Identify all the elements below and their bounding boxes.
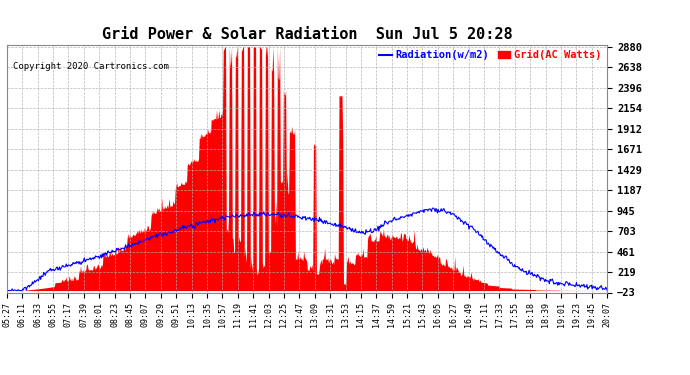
- Legend: Radiation(w/m2), Grid(AC Watts): Radiation(w/m2), Grid(AC Watts): [379, 50, 602, 60]
- Title: Grid Power & Solar Radiation  Sun Jul 5 20:28: Grid Power & Solar Radiation Sun Jul 5 2…: [101, 27, 513, 42]
- Text: Copyright 2020 Cartronics.com: Copyright 2020 Cartronics.com: [13, 62, 169, 71]
